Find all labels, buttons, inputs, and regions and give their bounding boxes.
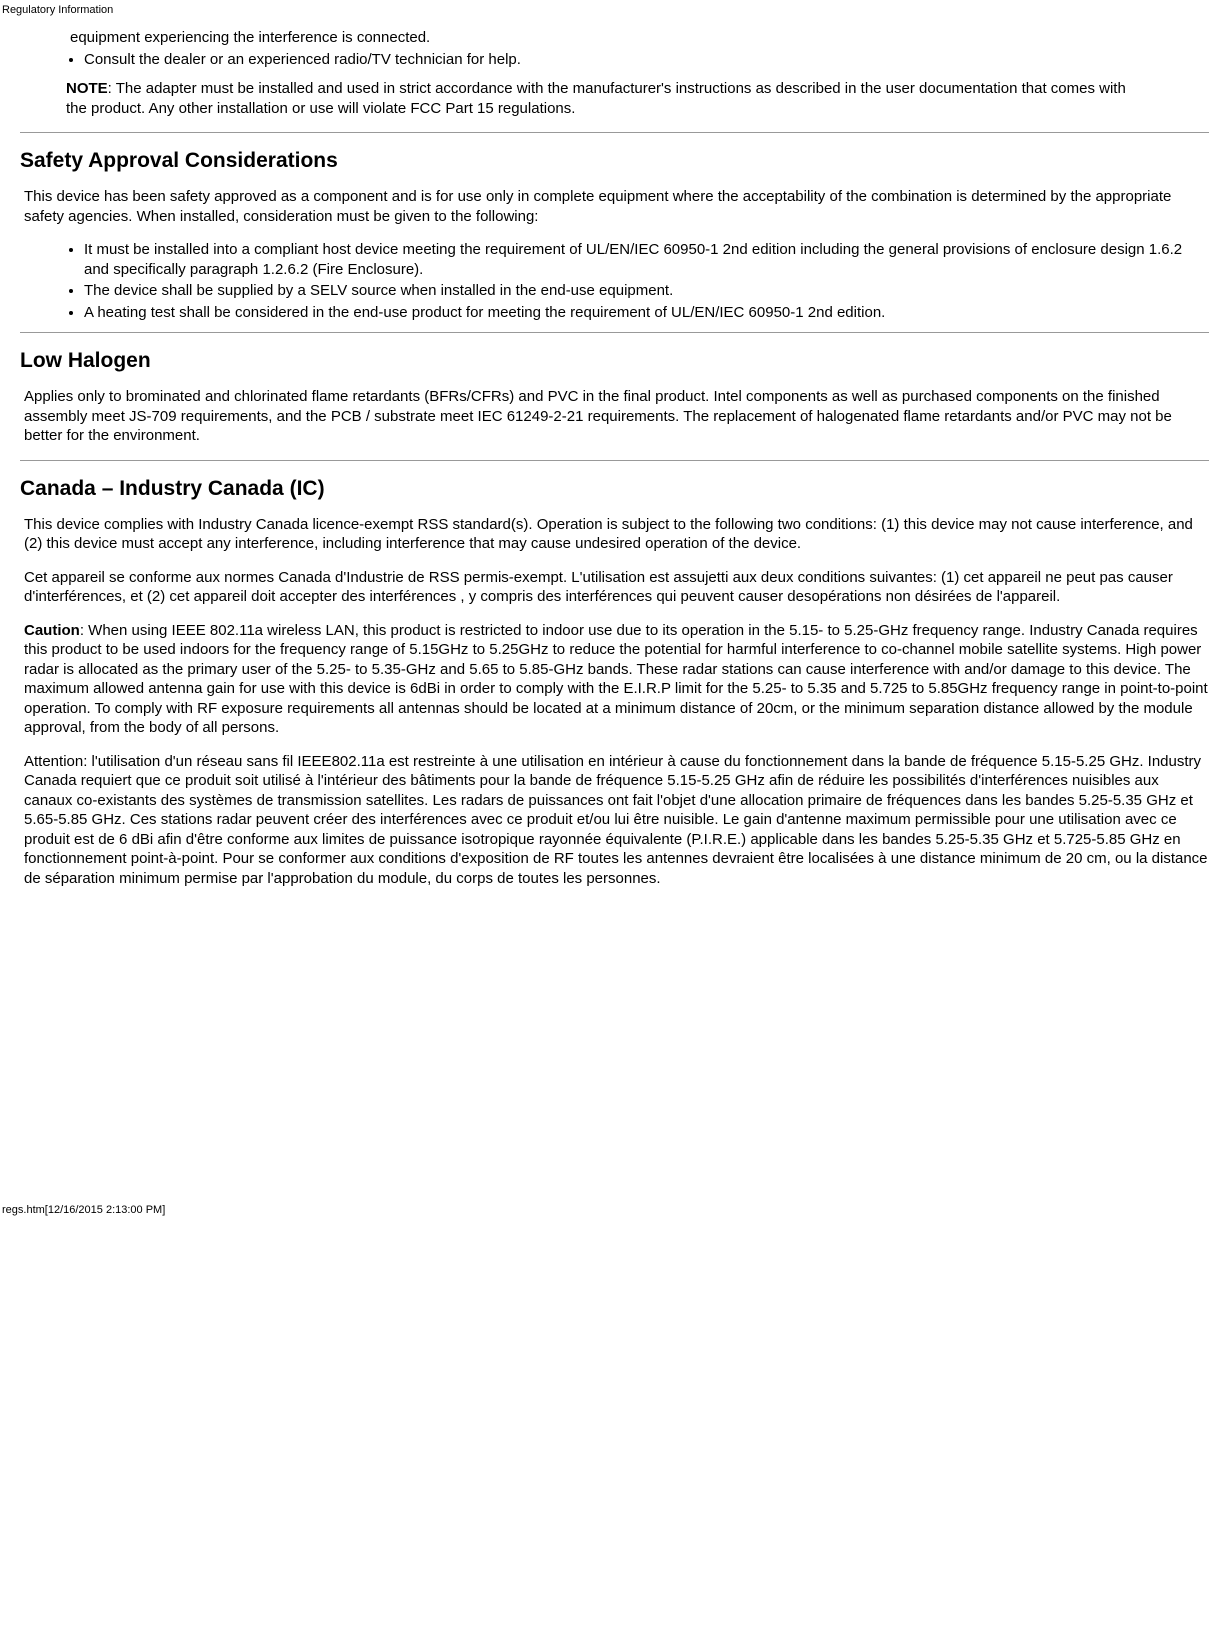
list-item: Consult the dealer or an experienced rad… [84,50,1209,70]
list-item: A heating test shall be considered in th… [84,303,1209,323]
caution-label: Caution [24,622,80,639]
header-label: Regulatory Information [0,0,1229,16]
canada-para-1: This device complies with Industry Canad… [24,515,1209,554]
canada-para-3: Caution: When using IEEE 802.11a wireles… [24,621,1209,738]
divider [20,332,1209,333]
note-block: NOTE: The adapter must be installed and … [66,79,1139,118]
note-label: NOTE [66,80,108,97]
divider [20,460,1209,461]
intro-list: equipment experiencing the interference … [84,28,1209,69]
footer-text: regs.htm[12/16/2015 2:13:00 PM] [0,1202,1229,1218]
canada-para-2: Cet appareil se conforme aux normes Cana… [24,568,1209,607]
note-text: : The adapter must be installed and used… [66,80,1126,117]
safety-para: This device has been safety approved as … [24,187,1209,226]
halogen-heading: Low Halogen [20,349,1209,373]
canada-heading: Canada – Industry Canada (IC) [20,477,1209,501]
safety-heading: Safety Approval Considerations [20,149,1209,173]
halogen-para: Applies only to brominated and chlorinat… [24,387,1209,446]
safety-list: It must be installed into a compliant ho… [84,240,1209,322]
list-item: equipment experiencing the interference … [70,28,1209,48]
document-content: equipment experiencing the interference … [0,16,1229,922]
canada-para-4: Attention: l'utilisation d'un réseau san… [24,752,1209,889]
divider [20,132,1209,133]
list-item: It must be installed into a compliant ho… [84,240,1209,279]
caution-text: : When using IEEE 802.11a wireless LAN, … [24,622,1208,737]
list-item: The device shall be supplied by a SELV s… [84,281,1209,301]
